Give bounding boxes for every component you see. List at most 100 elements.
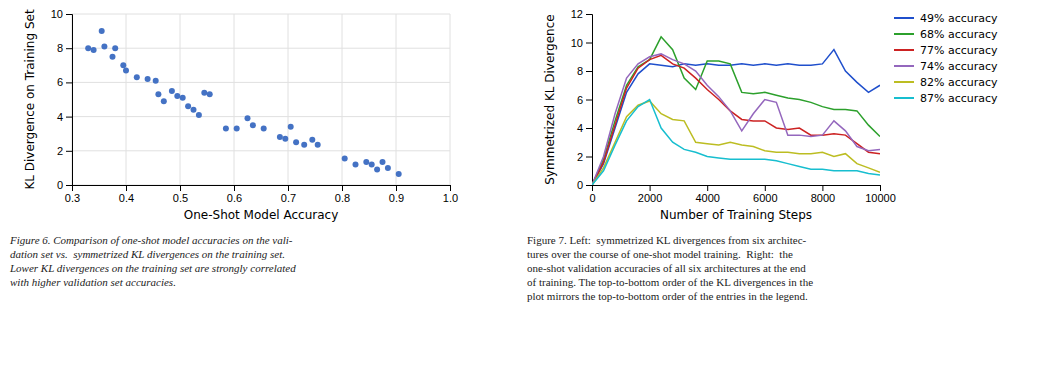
point bbox=[309, 137, 315, 143]
tick-mark bbox=[66, 14, 72, 15]
tick: 0.8 bbox=[335, 185, 350, 204]
tick: 6000 bbox=[753, 185, 777, 204]
legend-label: 74% accuracy bbox=[920, 60, 998, 73]
point bbox=[250, 122, 256, 128]
legend-label: 82% accuracy bbox=[920, 76, 998, 89]
tick-mark bbox=[180, 185, 181, 191]
tick-label: 4 bbox=[577, 122, 583, 134]
caption: with higher validation set accuracies. bbox=[10, 276, 176, 288]
tick: 10 bbox=[571, 37, 592, 49]
tick-mark bbox=[586, 100, 592, 101]
point bbox=[155, 91, 161, 97]
tick: 0.4 bbox=[119, 185, 134, 204]
tick: 6 bbox=[57, 76, 72, 88]
tick: 12 bbox=[571, 8, 592, 20]
tick-mark bbox=[586, 128, 592, 129]
legend-swatch bbox=[894, 17, 914, 19]
legend-item: 82% accuracy bbox=[894, 76, 998, 89]
point bbox=[112, 45, 118, 51]
point bbox=[288, 124, 294, 130]
tick-mark bbox=[586, 185, 592, 186]
tick-label: 8000 bbox=[811, 192, 835, 204]
x-axis-title: Number of Training Steps bbox=[660, 208, 812, 222]
point bbox=[134, 74, 140, 80]
tick-label: 0.5 bbox=[173, 192, 188, 204]
legend: 49% accuracy 68% accuracy 77% accuracy 74% … bbox=[894, 12, 998, 105]
tick-mark bbox=[66, 151, 72, 152]
grid-line bbox=[72, 150, 450, 151]
point bbox=[191, 107, 197, 113]
tick-label: 2000 bbox=[638, 192, 662, 204]
tick-label: 6 bbox=[57, 76, 63, 88]
tick-mark bbox=[342, 185, 343, 191]
point bbox=[161, 98, 167, 104]
tick-mark bbox=[288, 185, 289, 191]
point bbox=[145, 76, 151, 82]
point bbox=[196, 112, 202, 118]
tick-label: 12 bbox=[571, 8, 583, 20]
tick: 0 bbox=[57, 179, 72, 191]
grid-line bbox=[450, 14, 451, 185]
legend-label: 77% accuracy bbox=[920, 44, 998, 57]
legend-item: 77% accuracy bbox=[894, 44, 998, 57]
point bbox=[180, 95, 186, 101]
tick-mark bbox=[707, 185, 708, 191]
tick-mark bbox=[66, 117, 72, 118]
tick: 8000 bbox=[811, 185, 835, 204]
tick-label: 0.7 bbox=[281, 192, 296, 204]
axis-line bbox=[586, 15, 593, 186]
axis-line bbox=[66, 15, 73, 186]
point bbox=[169, 88, 175, 94]
tick-label: 2 bbox=[577, 151, 583, 163]
tick-mark bbox=[586, 43, 592, 44]
point bbox=[363, 159, 369, 165]
tick: 0 bbox=[589, 185, 595, 204]
legend-item: 87% accuracy bbox=[894, 92, 998, 105]
legend-item: 74% accuracy bbox=[894, 60, 998, 73]
tick-label: 0 bbox=[57, 179, 63, 191]
axis-line bbox=[593, 186, 881, 192]
tick-mark bbox=[126, 185, 127, 191]
tick-mark bbox=[396, 185, 397, 191]
tick-mark bbox=[586, 71, 592, 72]
y-axis-title: Symmetrized KL Divergence bbox=[543, 14, 557, 184]
caption: tures over the course of one-shot model … bbox=[527, 248, 793, 260]
y-axis-title: KL Divergence on Training Set bbox=[23, 9, 37, 189]
point bbox=[245, 115, 251, 121]
legend-item: 49% accuracy bbox=[894, 12, 998, 25]
tick-mark bbox=[880, 185, 881, 191]
point bbox=[101, 43, 107, 49]
legend-label: 68% accuracy bbox=[920, 28, 998, 41]
tick: 2 bbox=[57, 145, 72, 157]
grid-line bbox=[72, 82, 450, 83]
figure: 0.30.40.50.60.70.80.91.00246810One-Shot … bbox=[0, 0, 1053, 384]
grid-line bbox=[288, 14, 289, 185]
grid-line bbox=[396, 14, 397, 185]
legend-label: 87% accuracy bbox=[920, 92, 998, 105]
point bbox=[315, 142, 321, 148]
tick-label: 2 bbox=[57, 145, 63, 157]
marks bbox=[592, 37, 880, 185]
line bbox=[592, 100, 880, 186]
tick-mark bbox=[450, 185, 451, 191]
point bbox=[261, 126, 267, 132]
legend-swatch bbox=[894, 81, 914, 83]
tick-label: 6 bbox=[577, 94, 583, 106]
line bbox=[592, 50, 880, 185]
point bbox=[353, 161, 359, 167]
y-axis: 0246810 bbox=[51, 8, 73, 191]
line bbox=[592, 37, 880, 185]
tick-label: 0.3 bbox=[65, 192, 80, 204]
point bbox=[99, 28, 105, 34]
tick: 0.5 bbox=[173, 185, 188, 204]
tick-label: 4000 bbox=[695, 192, 719, 204]
legend-item: 68% accuracy bbox=[894, 28, 998, 41]
point bbox=[234, 126, 240, 132]
tick: 0.9 bbox=[389, 185, 404, 204]
tick: 0 bbox=[577, 179, 592, 191]
grid-line bbox=[72, 116, 450, 117]
marks bbox=[85, 28, 402, 177]
tick: 0.7 bbox=[281, 185, 296, 204]
tick-label: 0.9 bbox=[389, 192, 404, 204]
tick-label: 8 bbox=[57, 42, 63, 54]
